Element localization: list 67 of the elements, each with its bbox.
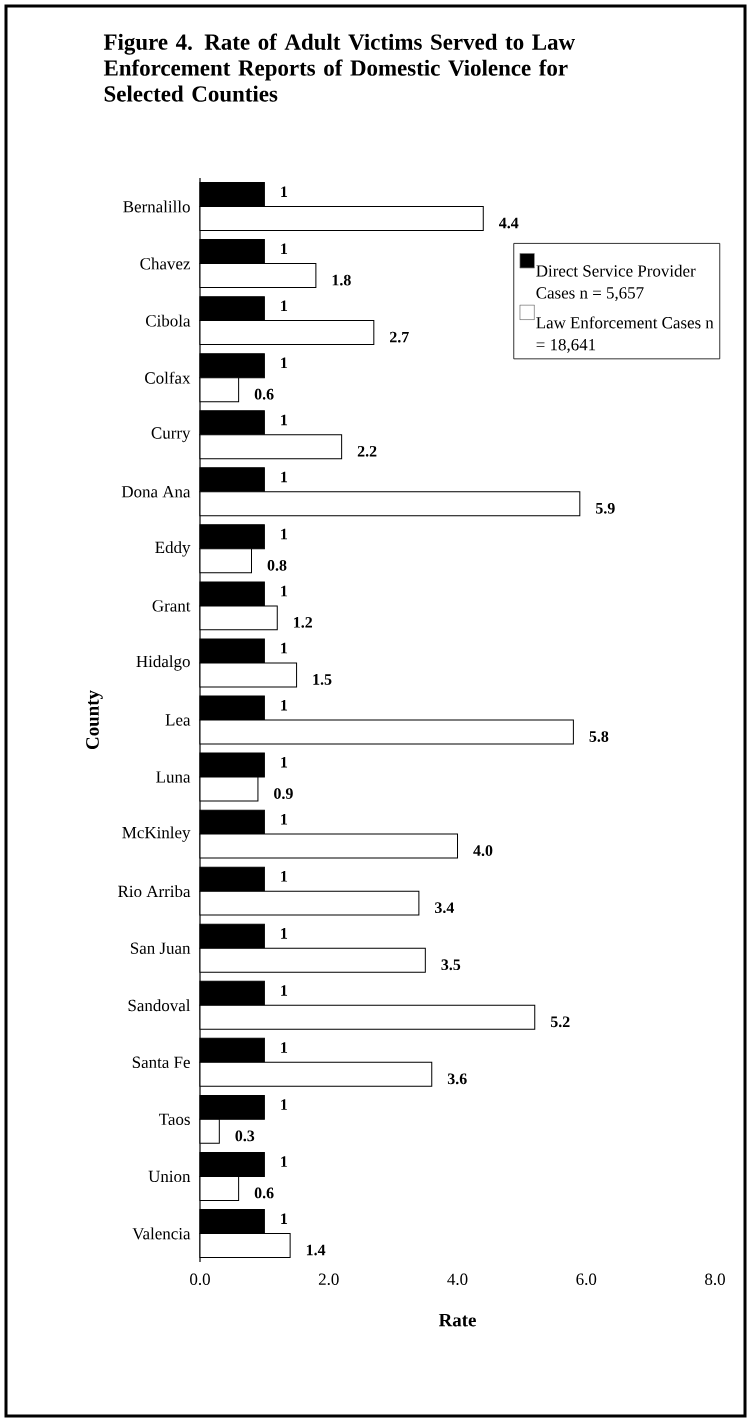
- data-label: 0.8: [267, 559, 287, 571]
- data-label: 1: [281, 186, 288, 197]
- x-tick-label: 6.0: [576, 1273, 597, 1286]
- data-label: 0.6: [254, 388, 274, 400]
- y-tick-label: Colfax: [145, 371, 191, 384]
- x-tick-label: 4.0: [447, 1273, 468, 1286]
- data-label: 4.0: [473, 845, 493, 857]
- x-tick-label: 2.0: [318, 1273, 339, 1286]
- y-tick-label: Chavez: [140, 257, 191, 270]
- data-label: 0.3: [235, 1130, 255, 1142]
- data-label: 1.2: [294, 617, 313, 628]
- x-tick-label: 0.0: [190, 1273, 210, 1286]
- y-tick-label: Santa Fe: [132, 1056, 190, 1069]
- data-label: 5.2: [550, 1016, 570, 1028]
- data-label: 1: [281, 357, 288, 369]
- data-label: 1.4: [306, 1244, 326, 1256]
- y-tick-label: Sandoval: [128, 999, 191, 1012]
- data-label: 5.8: [589, 731, 609, 742]
- y-tick-label: Grant: [152, 600, 191, 612]
- y-tick-label: Union: [148, 1170, 191, 1183]
- data-label: 1.5: [313, 674, 332, 685]
- data-label: 3.5: [441, 959, 461, 971]
- data-label: 1: [281, 243, 288, 254]
- data-label: 1: [281, 414, 288, 426]
- chart-title: Figure 4. Rate of Adult Victims Served to Law Enforcement Reports of Domestic Violence for Selected Counties: [103, 33, 575, 102]
- y-tick-label: San Juan: [130, 942, 191, 954]
- data-label: 1: [281, 756, 288, 768]
- data-label: 1: [281, 1213, 288, 1224]
- y-axis-title: County: [86, 690, 103, 750]
- data-label: 1: [281, 1099, 288, 1110]
- data-label: 3.6: [447, 1073, 467, 1085]
- y-tick-label: Cibola: [146, 314, 191, 327]
- data-label: 1: [281, 985, 288, 996]
- data-label: 1: [281, 471, 288, 483]
- data-label: 1.8: [332, 274, 351, 286]
- data-label: 2.2: [357, 445, 377, 457]
- y-tick-label: Bernalillo: [123, 200, 190, 213]
- data-label: 2.7: [390, 331, 409, 343]
- data-label: 4.4: [499, 217, 519, 229]
- y-tick-label: Taos: [159, 1113, 190, 1126]
- data-label: 0.9: [274, 788, 293, 799]
- y-tick-label: Hidalgo: [136, 655, 190, 671]
- y-tick-label: Dona Ana: [121, 486, 191, 498]
- legend-label: Law Enforcement Cases n = 18,641: [536, 316, 714, 353]
- y-tick-label: Valencia: [132, 1227, 191, 1240]
- data-label: 1: [281, 1042, 288, 1053]
- legend-label: Direct Service Provider Cases n = 5,657: [536, 264, 696, 302]
- y-tick-label: Curry: [151, 427, 191, 443]
- data-label: 1: [281, 642, 288, 654]
- y-tick-label: Lea: [165, 714, 191, 726]
- y-tick-label: Rio Arriba: [118, 885, 191, 898]
- data-label: 1: [281, 300, 288, 312]
- y-tick-label: McKinley: [122, 826, 191, 842]
- data-label: 1: [281, 585, 288, 597]
- data-label: 1: [281, 1156, 288, 1167]
- data-label: 1: [281, 928, 288, 939]
- data-label: 5.9: [595, 502, 615, 514]
- data-label: 1: [281, 699, 288, 711]
- x-tick-label: 8.0: [705, 1273, 725, 1286]
- data-label: 1: [281, 814, 288, 825]
- data-label: 0.6: [254, 1187, 274, 1199]
- data-label: 1: [281, 528, 288, 540]
- data-label: 3.4: [435, 902, 455, 914]
- y-tick-label: Eddy: [155, 541, 191, 557]
- data-label: 1: [281, 871, 288, 882]
- y-tick-label: Luna: [156, 771, 191, 783]
- x-axis-title: Rate: [438, 1313, 476, 1327]
